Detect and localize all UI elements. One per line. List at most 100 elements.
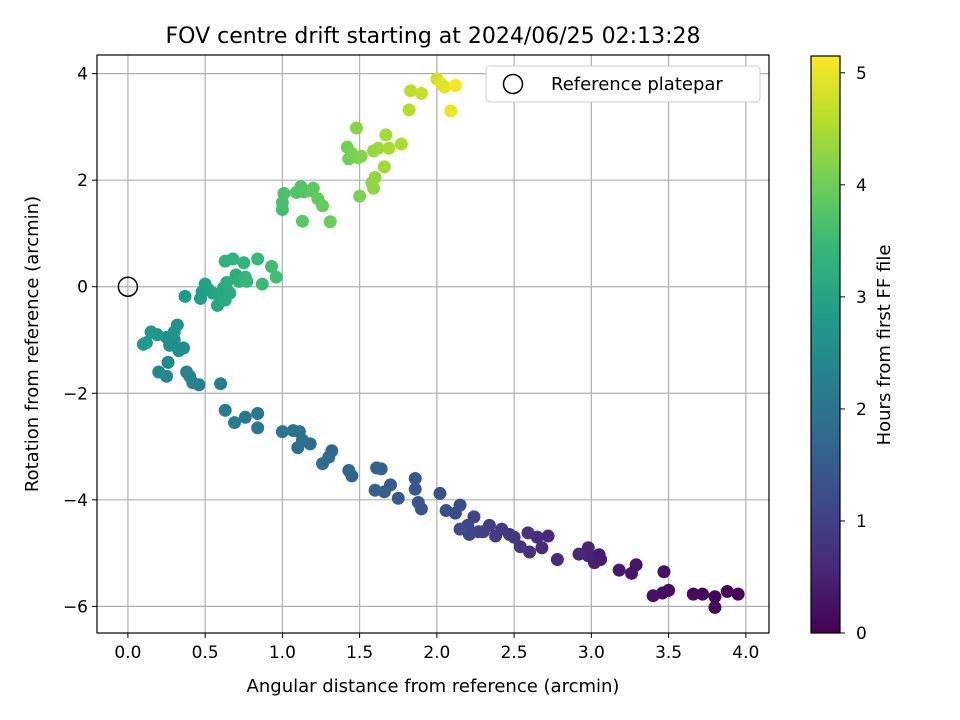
y-tick-label: −6 xyxy=(63,597,88,617)
scatter-point xyxy=(453,522,467,536)
colorbar-label: Hours from first FF file xyxy=(874,245,895,446)
scatter-point xyxy=(382,141,396,155)
scatter-point xyxy=(521,526,535,540)
scatter-point xyxy=(218,403,232,417)
x-tick-label: 1.0 xyxy=(269,643,296,663)
legend-label: Reference platepar xyxy=(551,74,723,95)
scatter-point xyxy=(489,529,503,543)
scatter-point xyxy=(316,199,330,213)
scatter-point xyxy=(657,565,671,579)
scatter-point xyxy=(408,472,422,486)
scatter-point xyxy=(323,215,337,229)
x-tick-label: 2.0 xyxy=(423,643,450,663)
colorbar-tick-label: 4 xyxy=(856,176,867,196)
scatter-point xyxy=(686,587,700,601)
scatter-point xyxy=(612,563,626,577)
scatter-point xyxy=(223,286,237,300)
colorbar-tick-label: 3 xyxy=(856,288,867,308)
scatter-point xyxy=(731,587,745,601)
x-tick-label: 2.5 xyxy=(501,643,528,663)
scatter-point xyxy=(439,503,453,517)
scatter-point xyxy=(316,457,330,471)
colorbar-tick-label: 0 xyxy=(856,624,867,644)
x-tick-label: 3.0 xyxy=(578,643,605,663)
scatter-point xyxy=(696,587,710,601)
scatter-point xyxy=(238,410,252,424)
colorbar-tick-label: 5 xyxy=(856,64,867,84)
scatter-point xyxy=(354,149,368,163)
y-axis-label: Rotation from reference (arcmin) xyxy=(22,196,43,492)
y-tick-label: −4 xyxy=(63,491,88,511)
scatter-point xyxy=(269,270,283,284)
scatter-point xyxy=(178,289,192,303)
colorbar-tick-label: 2 xyxy=(856,400,867,420)
scatter-point xyxy=(251,252,265,266)
scatter-point xyxy=(411,495,425,509)
scatter-point xyxy=(226,252,240,266)
scatter-point xyxy=(277,187,291,201)
scatter-point xyxy=(572,547,586,561)
scatter-point xyxy=(295,214,309,228)
colorbar-ticks: 0 1 2 3 4 5 xyxy=(840,64,867,644)
scatter-point xyxy=(291,441,305,455)
x-tick-label: 0.5 xyxy=(192,643,219,663)
x-tick-label: 4.0 xyxy=(732,643,759,663)
x-tick-label: 1.5 xyxy=(346,643,373,663)
scatter-points xyxy=(136,72,745,614)
scatter-point xyxy=(581,541,595,555)
legend: Reference platepar xyxy=(485,65,761,103)
scatter-point xyxy=(394,137,408,151)
scatter-point xyxy=(404,84,418,98)
scatter-point xyxy=(402,103,416,117)
scatter-point xyxy=(275,425,289,439)
scatter-point xyxy=(391,491,405,505)
scatter-point xyxy=(237,256,251,270)
scatter-point xyxy=(251,407,265,421)
plot-frame xyxy=(96,54,770,634)
scatter-point xyxy=(448,78,462,92)
y-tick-label: 2 xyxy=(77,171,88,191)
grid xyxy=(97,55,769,633)
scatter-point xyxy=(240,274,254,288)
x-tick-label: 0.0 xyxy=(114,643,141,663)
legend-marker xyxy=(502,73,524,95)
y-tick-label: −2 xyxy=(63,384,88,404)
scatter-point xyxy=(265,259,279,273)
scatter-point xyxy=(708,600,722,614)
colorbar-gradient xyxy=(810,55,841,634)
x-tick-label: 3.5 xyxy=(655,643,682,663)
scatter-point xyxy=(286,424,300,438)
plot-area: 0.0 0.5 1.0 1.5 2.0 2.5 3.0 3.5 4.0 −6 −4 −2 0 2 4 xyxy=(63,54,770,663)
colorbar-tick-label: 1 xyxy=(856,512,867,532)
scatter-point xyxy=(214,377,228,391)
scatter-point xyxy=(180,365,194,379)
scatter-point xyxy=(227,416,241,430)
scatter-point xyxy=(414,86,428,100)
scatter-point xyxy=(198,277,212,291)
scatter-point xyxy=(377,160,391,174)
scatter-point xyxy=(371,141,385,155)
scatter-point xyxy=(708,590,722,604)
scatter-point xyxy=(220,275,234,289)
y-axis-ticks: −6 −4 −2 0 2 4 xyxy=(63,65,97,617)
scatter-point xyxy=(251,421,265,435)
scatter-point xyxy=(513,540,527,554)
scatter-point xyxy=(136,337,150,351)
scatter-point xyxy=(535,541,549,555)
scatter-point xyxy=(550,552,564,566)
scatter-point xyxy=(152,365,166,379)
scatter-point xyxy=(408,482,422,496)
chart-title: FOV centre drift starting at 2024/06/25 … xyxy=(166,24,701,49)
scatter-point xyxy=(720,584,734,598)
reference-marker xyxy=(117,276,139,297)
scatter-point xyxy=(342,464,356,478)
scatter-point xyxy=(368,171,382,185)
scatter-point xyxy=(144,325,158,339)
scatter-point xyxy=(541,529,555,543)
scatter-point xyxy=(350,121,364,135)
y-tick-label: 0 xyxy=(77,278,88,298)
scatter-point xyxy=(433,486,447,500)
scatter-point xyxy=(255,277,269,291)
y-tick-label: 4 xyxy=(77,65,88,85)
